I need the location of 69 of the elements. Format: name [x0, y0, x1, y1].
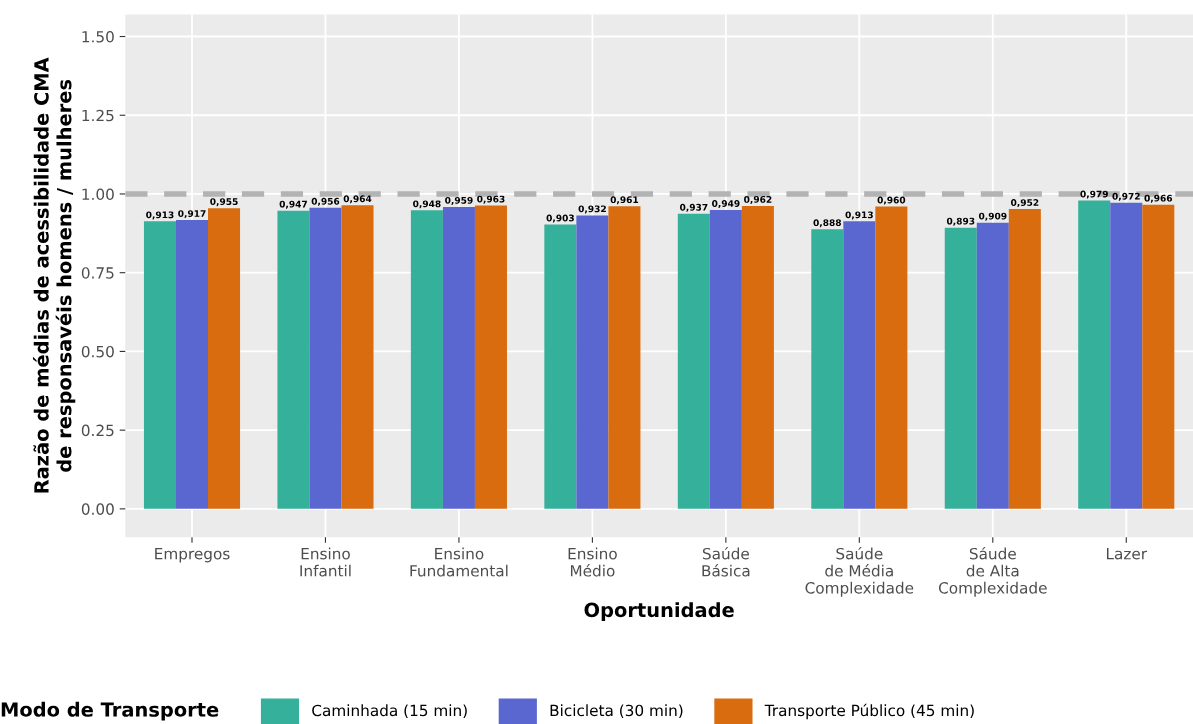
data-label: 0,932 — [578, 205, 606, 214]
bar — [677, 213, 710, 509]
x-tick-label: Sáude de Alta Complexidade — [938, 547, 1047, 597]
y-axis-title: Razão de médias de acessibilidade CMA de responsavéis homens / mulheres — [32, 57, 76, 493]
x-tick-label: Saúde de Média Complexidade — [805, 547, 914, 597]
bar — [410, 210, 443, 509]
data-label: 0,917 — [178, 210, 206, 219]
data-label: 0,913 — [146, 211, 174, 220]
y-tick-label: 1.50 — [82, 30, 114, 43]
data-label: 0,964 — [343, 195, 372, 204]
data-label: 0,903 — [546, 214, 574, 223]
bar — [143, 221, 176, 509]
y-tick-label: 0.75 — [81, 267, 114, 279]
data-label: 0,979 — [1080, 190, 1108, 199]
bar — [208, 208, 241, 509]
y-tick-label: 1.25 — [82, 109, 114, 122]
bar — [309, 207, 342, 509]
legend-label: Caminhada (15 min) — [312, 704, 467, 718]
bar — [442, 206, 475, 509]
bar — [741, 205, 774, 509]
data-label: 0,952 — [1010, 199, 1039, 208]
legend-title: Modo de Transporte — [1, 701, 219, 721]
data-label: 0,962 — [744, 195, 772, 204]
data-label: 0,959 — [445, 196, 473, 205]
bar — [608, 206, 641, 509]
y-tick-label: 1.00 — [82, 188, 114, 200]
y-tick-label: 0.25 — [81, 424, 114, 437]
bar — [277, 210, 310, 509]
data-label: 0,963 — [477, 195, 505, 204]
bar — [341, 205, 374, 509]
y-tick-label: 0.50 — [81, 345, 114, 358]
x-tick-label: Empregos — [155, 548, 230, 563]
legend-label: Transporte Público (45 min) — [764, 703, 974, 720]
bar — [811, 229, 844, 509]
x-tick-label: Ensino Fundamental — [410, 547, 508, 577]
data-label: 0,909 — [978, 212, 1007, 221]
data-label: 0,949 — [712, 200, 740, 209]
x-tick-label: Saúde Básica — [702, 547, 750, 577]
data-label: 0,937 — [679, 203, 708, 212]
bar — [1078, 200, 1111, 509]
data-label: 0,966 — [1144, 194, 1173, 203]
bar — [944, 227, 977, 509]
bar — [709, 210, 742, 509]
bar — [175, 220, 209, 509]
data-label: 0,913 — [845, 211, 873, 220]
bar — [1142, 204, 1175, 509]
data-label: 0,961 — [610, 196, 639, 205]
bar — [474, 205, 507, 509]
bar — [875, 206, 908, 509]
bar — [576, 215, 609, 509]
bar — [544, 224, 577, 509]
data-label: 0,956 — [311, 197, 340, 206]
data-label: 0,888 — [813, 219, 842, 228]
data-label: 0,955 — [210, 198, 238, 207]
x-tick-label: Ensino Infantil — [300, 547, 351, 577]
x-tick-label: Lazer — [1106, 548, 1148, 560]
data-label: 0,948 — [413, 200, 441, 209]
bar — [1110, 202, 1143, 509]
bar — [976, 222, 1009, 509]
x-tick-label: Ensino Médio — [568, 547, 617, 577]
y-tick-label: 0.00 — [81, 503, 114, 515]
data-label: 0,960 — [877, 196, 906, 205]
legend-label: Bicicleta (30 min) — [550, 704, 683, 718]
data-label: 0,947 — [279, 200, 307, 209]
x-axis-title: Oportunidade — [584, 602, 734, 621]
data-label: 0,972 — [1112, 192, 1140, 201]
data-label: 0,893 — [946, 217, 975, 226]
bar — [843, 221, 876, 509]
bar — [1008, 209, 1041, 509]
